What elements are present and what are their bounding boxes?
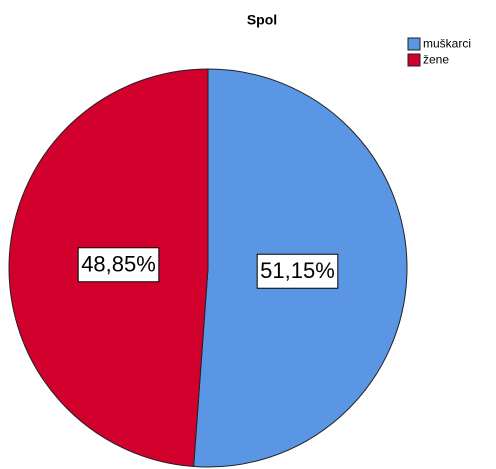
value-label: 48,85%	[81, 252, 156, 277]
legend-label: muškarci	[423, 37, 471, 51]
value-label-box	[77, 247, 160, 283]
legend-swatch	[407, 37, 421, 51]
legend-swatch	[407, 53, 421, 67]
chart-title: Spol	[247, 12, 277, 28]
value-label: 51,15%	[260, 258, 335, 283]
value-label-box	[256, 253, 339, 289]
legend-label: žene	[423, 53, 449, 67]
